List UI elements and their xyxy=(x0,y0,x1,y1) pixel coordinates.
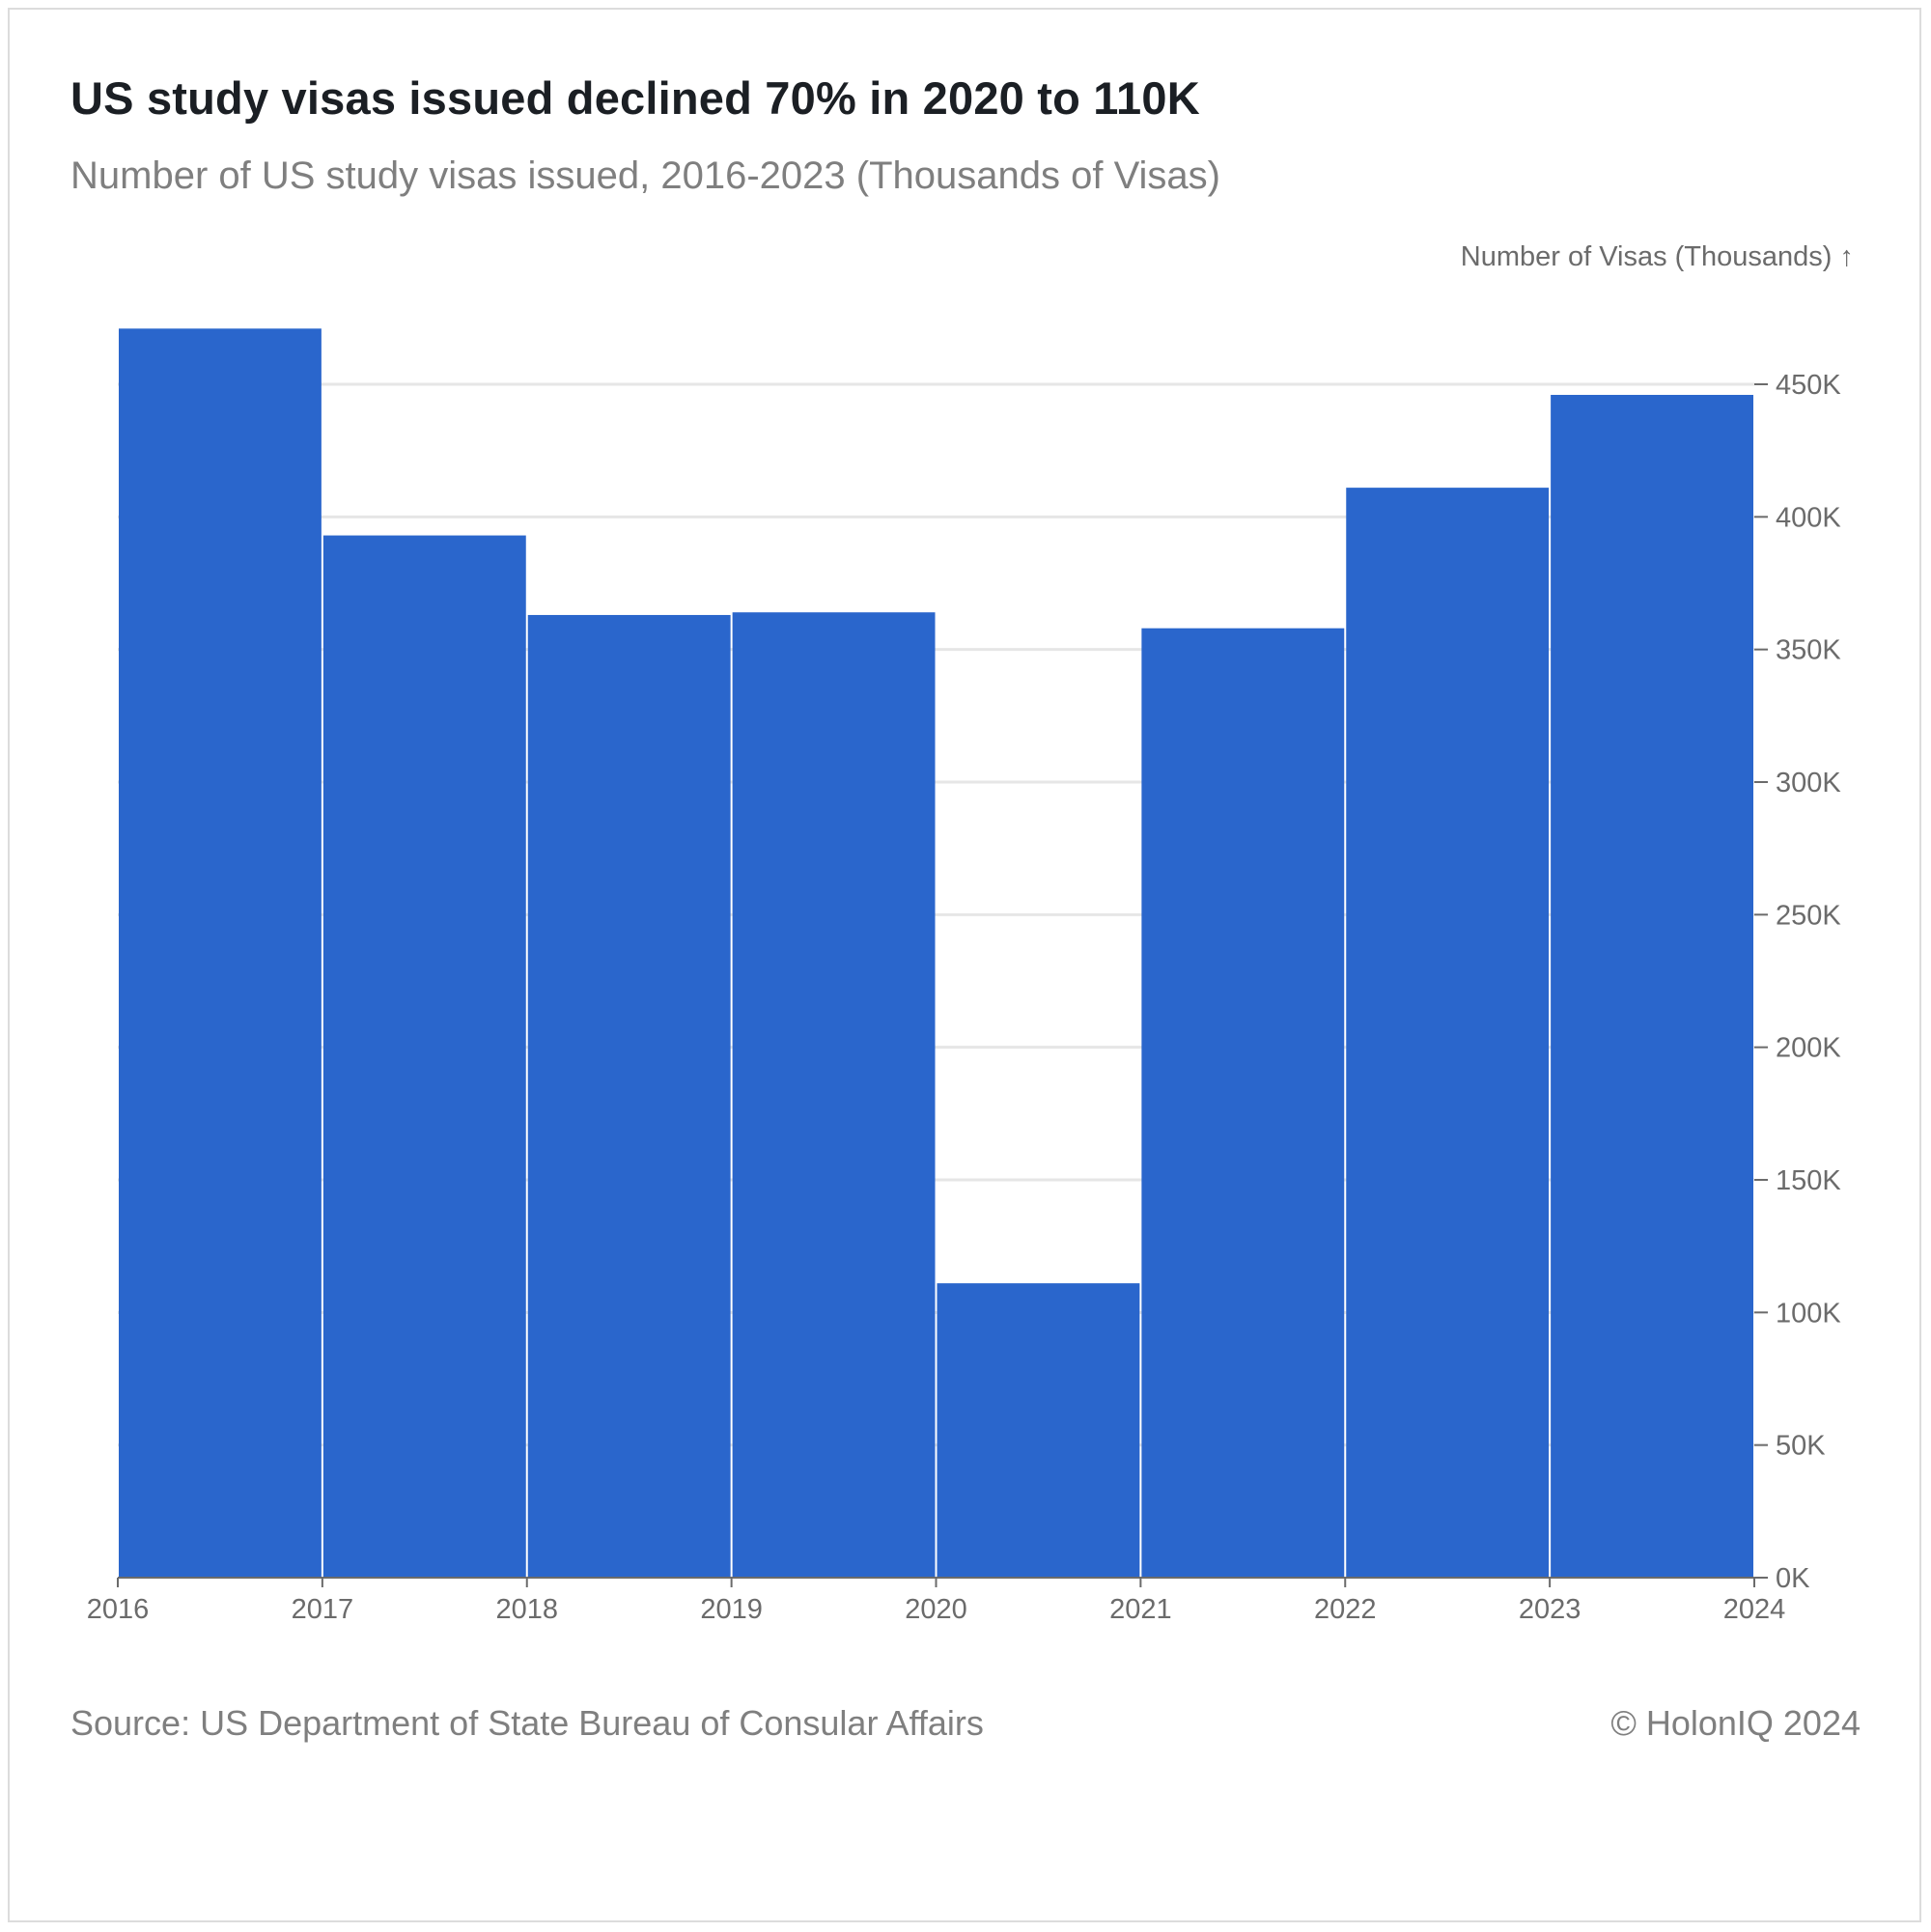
x-tick-label: 2022 xyxy=(1314,1594,1377,1625)
x-tick-label: 2019 xyxy=(700,1594,763,1625)
y-tick-label: 300K xyxy=(1776,768,1841,798)
chart-subtitle: Number of US study visas issued, 2016-20… xyxy=(70,154,1220,197)
x-tick-label: 2018 xyxy=(495,1594,558,1625)
y-tick-label: 400K xyxy=(1776,502,1841,533)
bar-2021 xyxy=(1141,628,1345,1578)
bar-2016 xyxy=(119,328,322,1578)
source-note: Source: US Department of State Bureau of… xyxy=(70,1703,984,1743)
bar-2017 xyxy=(322,535,526,1578)
x-tick-label: 2021 xyxy=(1109,1594,1172,1625)
bar-2019 xyxy=(732,612,936,1578)
x-tick-label: 2024 xyxy=(1723,1594,1786,1625)
bar-2020 xyxy=(937,1283,1140,1578)
y-tick-label: 150K xyxy=(1776,1165,1841,1196)
x-tick-label: 2023 xyxy=(1519,1594,1581,1625)
y-tick-label: 0K xyxy=(1776,1563,1810,1594)
y-axis-title: Number of Visas (Thousands) ↑ xyxy=(1461,241,1854,272)
y-tick-label: 200K xyxy=(1776,1033,1841,1064)
x-tick-label: 2020 xyxy=(905,1594,967,1625)
copyright-note: © HolonIQ 2024 xyxy=(1610,1703,1861,1743)
x-tick-label: 2016 xyxy=(87,1594,150,1625)
bars xyxy=(119,328,1753,1578)
y-axis: 0K 50K 100K 150K 200K 250K 300K 350K 400K 450K xyxy=(1754,370,1841,1594)
bar-2023 xyxy=(1551,394,1753,1578)
bar-2018 xyxy=(527,614,731,1578)
x-axis: 2016 2017 2018 2019 2020 2021 2022 2023 2024 xyxy=(87,1577,1786,1625)
y-tick-label: 450K xyxy=(1776,370,1841,401)
y-tick-label: 100K xyxy=(1776,1298,1841,1329)
y-tick-label: 350K xyxy=(1776,635,1841,666)
chart-title: US study visas issued declined 70% in 20… xyxy=(70,72,1200,124)
bar-2022 xyxy=(1346,488,1550,1578)
y-tick-label: 250K xyxy=(1776,900,1841,931)
x-tick-label: 2017 xyxy=(292,1594,354,1625)
y-tick-label: 50K xyxy=(1776,1431,1826,1462)
